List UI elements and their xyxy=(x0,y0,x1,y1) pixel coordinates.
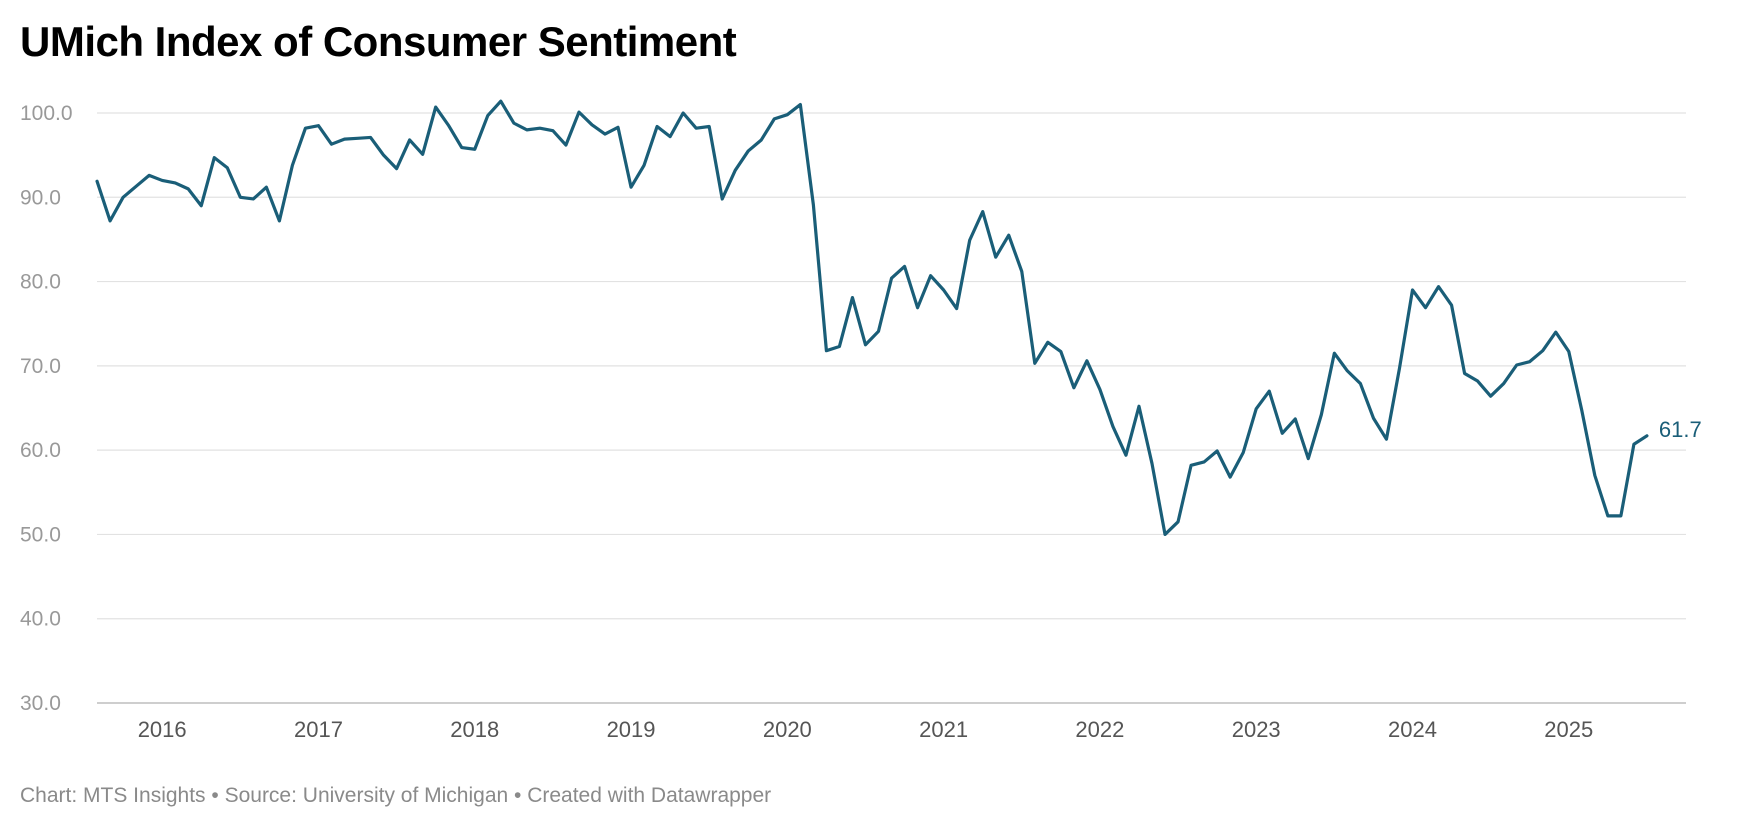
chart-title: UMich Index of Consumer Sentiment xyxy=(20,18,737,65)
x-tick-label: 2022 xyxy=(1075,717,1124,742)
y-tick-label: 30.0 xyxy=(20,692,61,715)
y-tick-label: 50.0 xyxy=(20,523,61,546)
y-tick-label: 40.0 xyxy=(20,608,61,631)
chart-footer: Chart: MTS Insights • Source: University… xyxy=(20,784,772,807)
series-line xyxy=(95,99,1649,537)
x-tick-label: 2019 xyxy=(607,717,656,742)
x-tick-label: 2024 xyxy=(1388,717,1437,742)
x-tick-label: 2017 xyxy=(294,717,343,742)
y-tick-label: 80.0 xyxy=(20,271,61,294)
y-tick-label: 60.0 xyxy=(20,439,61,462)
y-tick-label: 90.0 xyxy=(20,186,61,209)
gridlines xyxy=(97,112,1686,704)
x-tick-label: 2025 xyxy=(1544,717,1593,742)
x-tick-label: 2018 xyxy=(450,717,499,742)
y-tick-label: 100.0 xyxy=(20,102,73,125)
x-tick-label: 2020 xyxy=(763,717,812,742)
x-tick-label: 2021 xyxy=(919,717,968,742)
x-tick-label: 2016 xyxy=(138,717,187,742)
end-value-label: 61.7 xyxy=(1659,417,1702,442)
y-tick-label: 70.0 xyxy=(20,355,61,378)
x-tick-label: 2023 xyxy=(1232,717,1281,742)
x-axis-tick-labels: 2016 2017 2018 2019 2020 2021 2022 2023 2024 2025 xyxy=(138,717,1594,742)
y-axis-tick-labels: 30.0 40.0 50.0 60.0 70.0 80.0 90.0 100.0 xyxy=(20,102,73,715)
series-layer: 61.7 xyxy=(95,99,1702,537)
